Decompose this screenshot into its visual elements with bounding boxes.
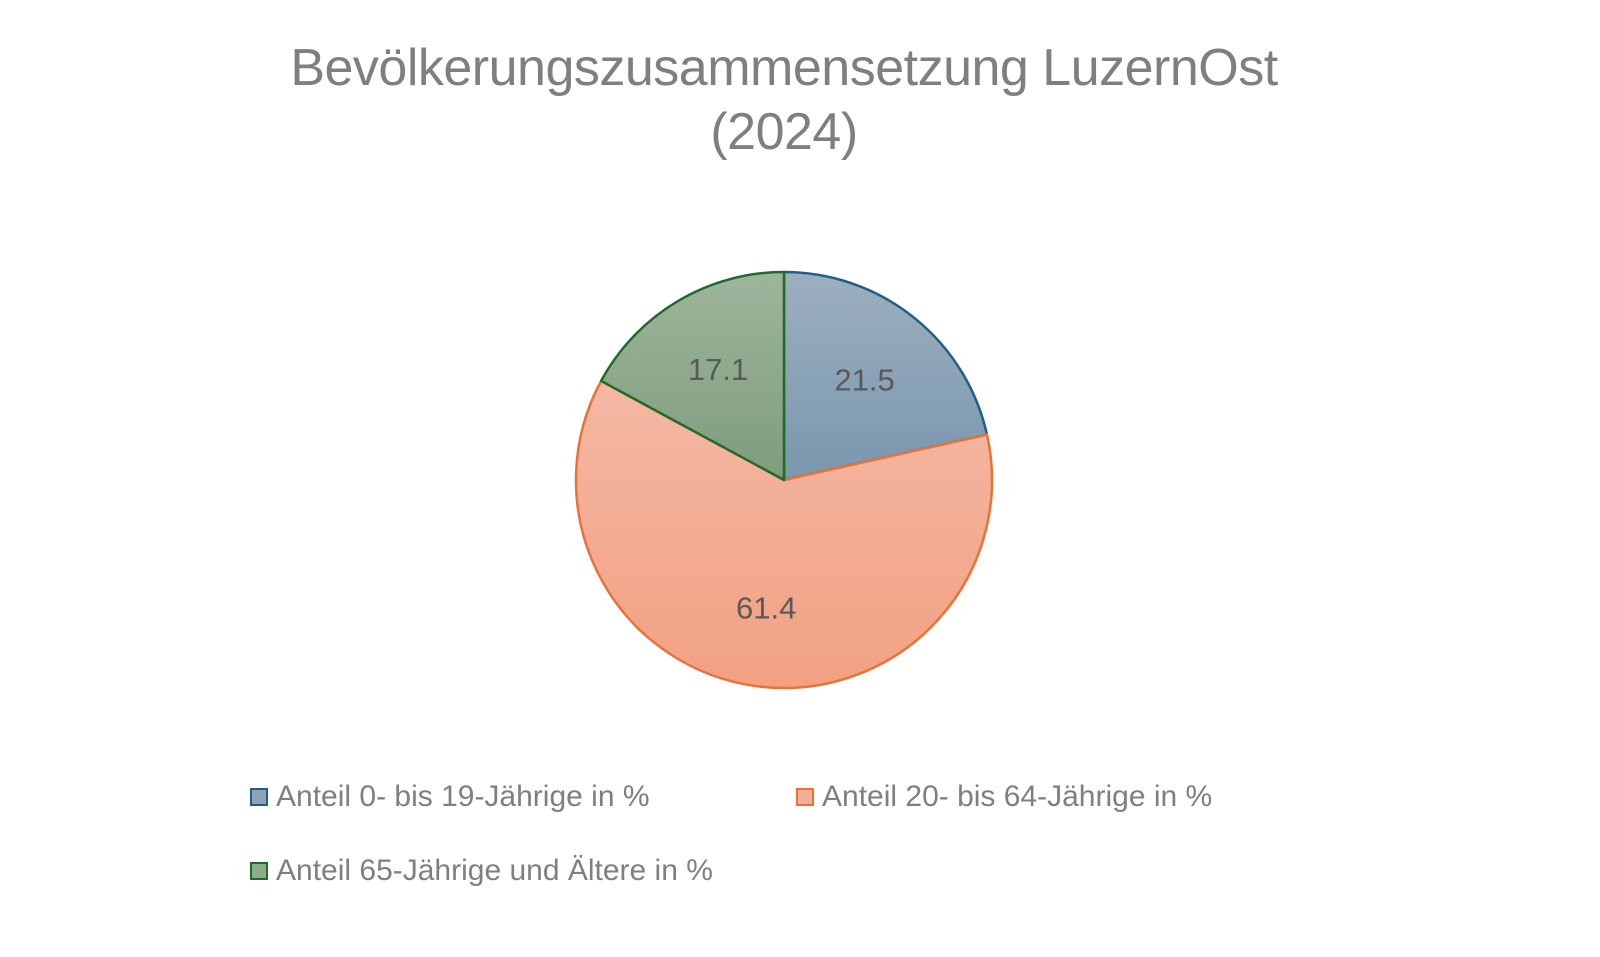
legend-swatch-orange — [796, 788, 814, 806]
legend-item-65-plus: Anteil 65-Jährige und Ältere in % — [250, 854, 713, 888]
slice-0-19 — [782, 270, 989, 482]
data-label: 61.4 — [736, 591, 796, 626]
legend-item-20-64: Anteil 20- bis 64-Jährige in % — [796, 780, 1212, 814]
slice-65-plus — [599, 270, 786, 482]
legend-swatch-blue — [250, 788, 268, 806]
legend-label: Anteil 0- bis 19-Jährige in % — [276, 780, 650, 813]
legend-swatch-green — [250, 862, 268, 880]
chart-title: Bevölkerungszusammensetzung LuzernOst (2… — [0, 36, 1568, 164]
slice-20-64 — [574, 379, 994, 690]
legend-label: Anteil 20- bis 64-Jährige in % — [822, 780, 1213, 813]
legend-label: Anteil 65-Jährige und Ältere in % — [276, 854, 713, 887]
chart-title-line-1: Bevölkerungszusammensetzung LuzernOst — [290, 39, 1278, 97]
data-label: 17.1 — [688, 352, 748, 387]
chart-title-line-2: (2024) — [710, 103, 858, 161]
legend-item-0-19: Anteil 0- bis 19-Jährige in % — [250, 780, 650, 814]
data-label: 21.5 — [834, 362, 894, 397]
